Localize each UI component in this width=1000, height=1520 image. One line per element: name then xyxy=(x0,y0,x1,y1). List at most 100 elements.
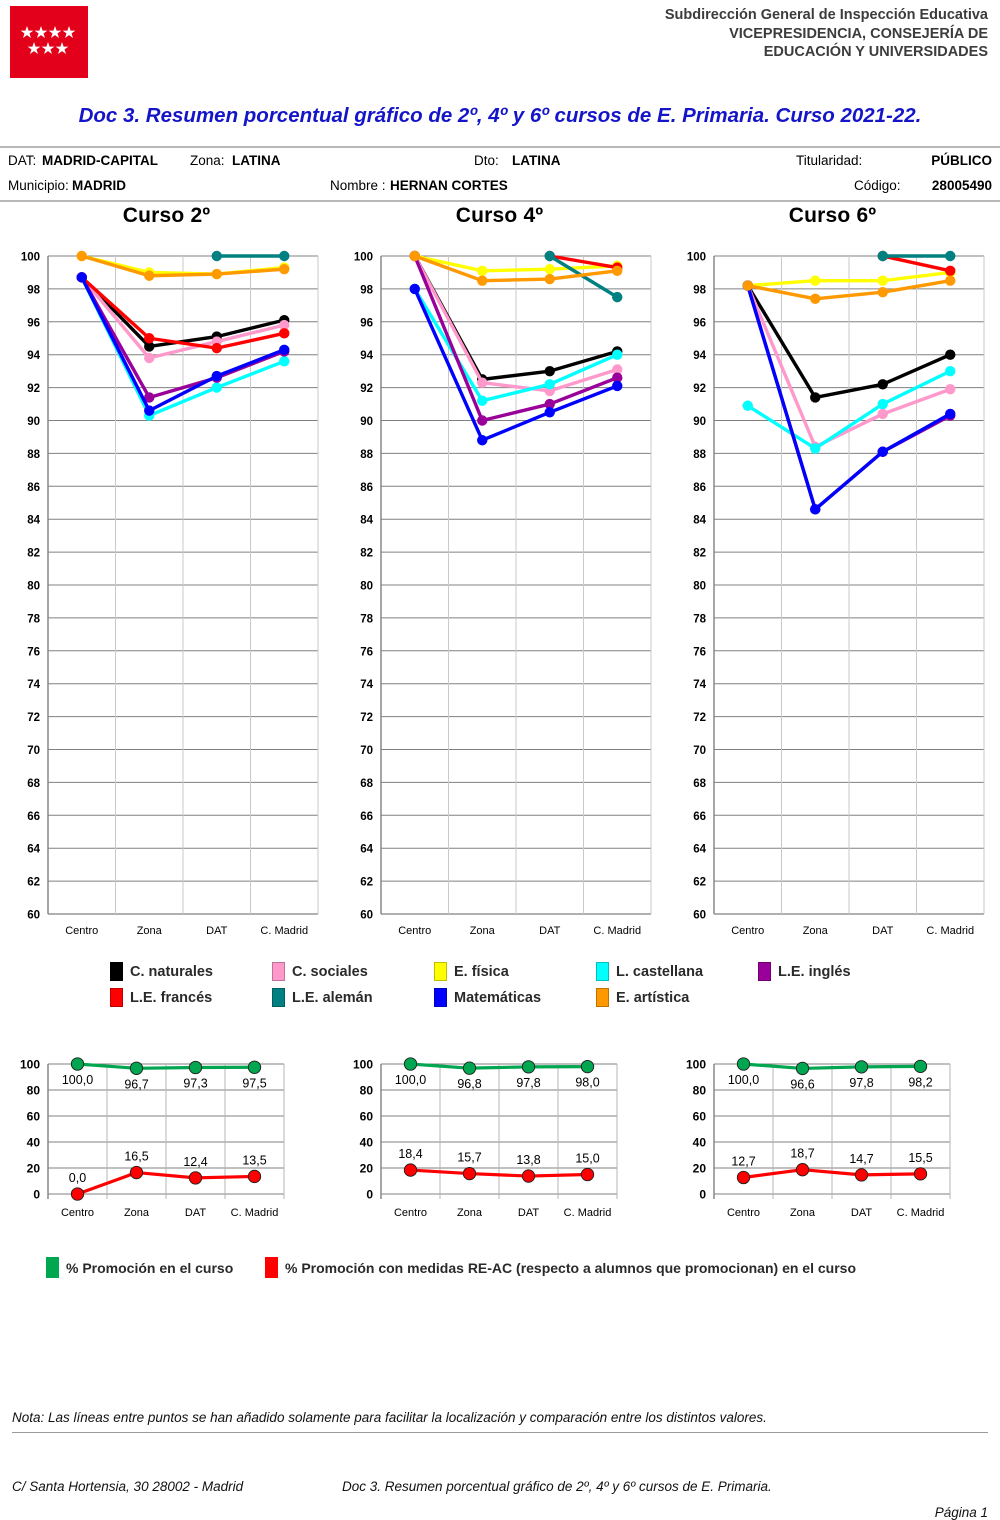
svg-text:Zona: Zona xyxy=(790,1207,816,1219)
svg-text:66: 66 xyxy=(360,811,373,823)
plot-curso-2: 60 62 64 66 68 70 72 74 76 78 80 82 84 86 88 90 92 94 96 98… xyxy=(0,242,333,942)
legend-item-e-fisica: E. física xyxy=(434,962,509,981)
svg-text:Zona: Zona xyxy=(137,925,163,937)
svg-text:97,3: 97,3 xyxy=(183,1077,207,1091)
svg-text:80: 80 xyxy=(27,1084,41,1098)
codigo-value: 28005490 xyxy=(931,178,992,193)
svg-text:100: 100 xyxy=(21,252,40,264)
svg-text:100: 100 xyxy=(353,1058,373,1072)
svg-text:60: 60 xyxy=(360,1110,374,1124)
svg-text:Centro: Centro xyxy=(731,925,764,937)
legend-label-le-ingles: L.E. inglés xyxy=(778,963,851,980)
svg-text:86: 86 xyxy=(693,482,706,494)
svg-text:97,8: 97,8 xyxy=(516,1076,540,1090)
svg-text:82: 82 xyxy=(360,548,373,560)
org-line-3: EDUCACIÓN Y UNIVERSIDADES xyxy=(763,44,988,61)
dat-label: DAT: xyxy=(8,153,37,168)
info-row-2: Municipio: MADRID Nombre : HERNAN CORTES… xyxy=(0,178,1000,203)
svg-text:94: 94 xyxy=(27,350,40,362)
legend-label-le-aleman: L.E. alemán xyxy=(292,989,373,1006)
nombre-label: Nombre : xyxy=(330,178,386,193)
zona-value: LATINA xyxy=(232,153,281,168)
legend-label-promocion-reac: % Promoción con medidas RE-AC (respecto … xyxy=(285,1259,856,1276)
promo-chart-svg: 0 20 40 60 80 100 100,0 96,6 97,8 98,2 12,7 18,7 14,… xyxy=(686,1057,951,1219)
legend-label-l-castellana: L. castellana xyxy=(616,963,704,980)
legend-label-e-fisica: E. física xyxy=(454,963,509,980)
svg-text:96: 96 xyxy=(693,317,706,329)
swatch-le-aleman xyxy=(272,988,285,1007)
svg-text:90: 90 xyxy=(693,416,706,428)
info-band: DAT: MADRID-CAPITAL Zona: LATINA Dto: LA… xyxy=(0,146,1000,202)
svg-text:60: 60 xyxy=(693,910,706,922)
legend-item-c-naturales: C. naturales xyxy=(110,962,213,981)
svg-text:15,0: 15,0 xyxy=(575,1152,599,1166)
svg-text:70: 70 xyxy=(693,745,706,757)
swatch-c-naturales xyxy=(110,962,123,981)
svg-text:0: 0 xyxy=(699,1188,706,1202)
svg-text:80: 80 xyxy=(27,581,40,593)
titularidad-value: PÚBLICO xyxy=(931,153,992,168)
svg-text:84: 84 xyxy=(27,515,40,527)
promo-chart-curso-2: 0 20 40 60 80 100 100,0 96,7 97,3 97,5 0,0 16,5 12,4… xyxy=(0,1056,333,1231)
page-header: Subdirección General de Inspección Educa… xyxy=(0,0,1000,92)
svg-text:16,5: 16,5 xyxy=(124,1150,148,1164)
svg-text:84: 84 xyxy=(360,515,373,527)
codigo-label: Código: xyxy=(854,178,901,193)
svg-text:68: 68 xyxy=(693,778,706,790)
svg-text:Centro: Centro xyxy=(61,1207,94,1219)
svg-text:40: 40 xyxy=(360,1136,374,1150)
legend-item-promocion-reac: % Promoción con medidas RE-AC (respecto … xyxy=(265,1257,856,1278)
plot-curso-6: 60 62 64 66 68 70 72 74 76 78 80 82 84 86 88 90 92 94 96 98… xyxy=(666,242,999,942)
svg-text:96: 96 xyxy=(27,317,40,329)
svg-text:70: 70 xyxy=(360,745,373,757)
dat-value: MADRID-CAPITAL xyxy=(42,153,158,168)
svg-text:12,4: 12,4 xyxy=(183,1155,207,1169)
svg-text:100,0: 100,0 xyxy=(62,1073,93,1087)
svg-text:86: 86 xyxy=(27,482,40,494)
svg-text:66: 66 xyxy=(693,811,706,823)
svg-text:Zona: Zona xyxy=(803,925,829,937)
swatch-le-ingles xyxy=(758,962,771,981)
svg-text:C. Madrid: C. Madrid xyxy=(260,925,308,937)
svg-text:88: 88 xyxy=(693,449,706,461)
chart-title-curso-4: Curso 4º xyxy=(455,204,544,227)
svg-text:98,2: 98,2 xyxy=(908,1075,932,1089)
svg-text:C. Madrid: C. Madrid xyxy=(564,1207,612,1219)
svg-text:Zona: Zona xyxy=(124,1207,150,1219)
svg-text:72: 72 xyxy=(693,712,706,724)
chart-svg: 60 62 64 66 68 70 72 74 76 78 80 82 84 86 88 90 92 94 96 98… xyxy=(21,250,319,937)
svg-text:20: 20 xyxy=(693,1162,707,1176)
legend-label-le-frances: L.E. francés xyxy=(130,989,213,1006)
svg-text:64: 64 xyxy=(27,844,40,856)
svg-text:20: 20 xyxy=(360,1162,374,1176)
chart-title-curso-6: Curso 6º xyxy=(788,204,877,227)
svg-text:62: 62 xyxy=(360,877,373,889)
legend-label-c-sociales: C. sociales xyxy=(292,963,368,980)
svg-text:100,0: 100,0 xyxy=(728,1073,759,1087)
swatch-e-artistica xyxy=(596,988,609,1007)
svg-text:Centro: Centro xyxy=(394,1207,427,1219)
chart-curso-4: Curso 4º 60 62 64 66 68 70 72 74 76 78 80 82 84 86 88 9… xyxy=(333,204,666,944)
org-line-2: VICEPRESIDENCIA, CONSEJERÍA DE xyxy=(729,25,988,42)
legend-label-e-artistica: E. artística xyxy=(616,989,690,1006)
legend-promo: % Promoción en el curso % Promoción con … xyxy=(0,1257,1000,1291)
svg-text:Zona: Zona xyxy=(457,1207,483,1219)
svg-text:15,5: 15,5 xyxy=(908,1151,932,1165)
svg-text:64: 64 xyxy=(693,844,706,856)
svg-text:82: 82 xyxy=(27,548,40,560)
svg-text:DAT: DAT xyxy=(518,1207,539,1219)
svg-text:0,0: 0,0 xyxy=(69,1171,86,1185)
svg-text:100: 100 xyxy=(354,252,373,264)
legend-item-le-ingles: L.E. inglés xyxy=(758,962,851,981)
legend-item-promocion-curso: % Promoción en el curso xyxy=(46,1257,233,1278)
legend-subjects: C. naturales C. sociales E. física L. ca… xyxy=(0,962,1000,1020)
svg-text:13,5: 13,5 xyxy=(242,1153,266,1167)
svg-text:76: 76 xyxy=(360,646,373,658)
svg-text:74: 74 xyxy=(693,679,706,691)
svg-text:97,5: 97,5 xyxy=(242,1076,266,1090)
svg-text:15,7: 15,7 xyxy=(457,1151,481,1165)
svg-text:Zona: Zona xyxy=(470,925,496,937)
svg-text:DAT: DAT xyxy=(539,925,560,937)
legend-label-promocion-curso: % Promoción en el curso xyxy=(66,1259,234,1276)
svg-text:74: 74 xyxy=(360,679,373,691)
